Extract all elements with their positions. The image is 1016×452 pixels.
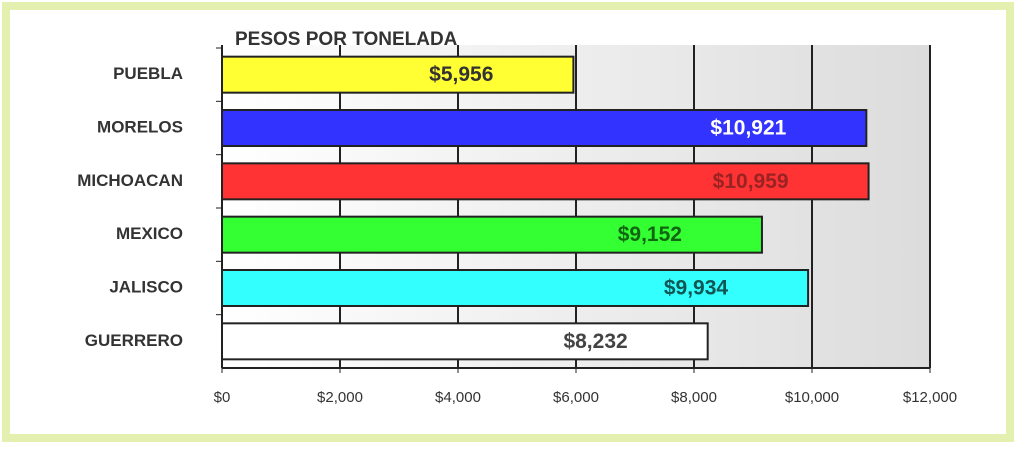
x-tick-label: $6,000 bbox=[553, 389, 599, 406]
data-label: $9,934 bbox=[664, 277, 729, 300]
y-tick-label: MEXICO bbox=[116, 224, 183, 243]
bar bbox=[221, 55, 575, 94]
x-tick-label: $10,000 bbox=[785, 389, 839, 406]
bar bbox=[221, 109, 868, 147]
y-tick-label: GUERRERO bbox=[85, 331, 183, 350]
bar bbox=[221, 215, 763, 254]
x-tick-label: $12,000 bbox=[903, 389, 957, 406]
data-label: $5,956 bbox=[429, 63, 493, 86]
x-tick-label: $0 bbox=[214, 389, 231, 406]
y-tick-label: MORELOS bbox=[97, 117, 183, 136]
x-tick-label: $8,000 bbox=[671, 389, 717, 406]
y-tick-label: PUEBLA bbox=[113, 64, 183, 83]
x-tick-label: $4,000 bbox=[435, 389, 481, 406]
bar bbox=[221, 322, 709, 361]
data-label: $8,232 bbox=[563, 330, 627, 353]
bar bbox=[221, 162, 870, 201]
y-tick-label: MICHOACAN bbox=[77, 171, 183, 190]
y-tick-label: JALISCO bbox=[109, 277, 183, 296]
data-label: $10,959 bbox=[713, 170, 789, 193]
x-tick-label: $2,000 bbox=[317, 389, 363, 406]
data-label: $10,921 bbox=[710, 117, 786, 140]
bar bbox=[221, 269, 810, 307]
data-label: $9,152 bbox=[618, 223, 682, 246]
chart-title: PESOS POR TONELADA bbox=[235, 29, 458, 50]
